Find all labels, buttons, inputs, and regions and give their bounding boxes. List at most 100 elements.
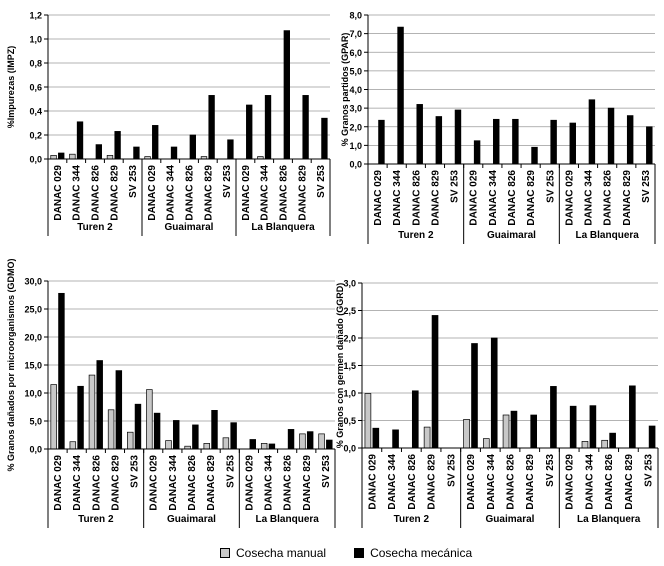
x-tick-label: DANAC 829 (624, 454, 635, 510)
x-tick-label: SV 253 (446, 454, 457, 487)
x-tick-label: DANAC 344 (260, 165, 271, 221)
x-tick-label: DANAC 826 (507, 170, 518, 226)
x-tick-label: DANAC 829 (622, 170, 633, 226)
group-label: Guaimaral (165, 222, 214, 233)
bar-manual (601, 439, 609, 449)
bar-manual (50, 384, 57, 450)
y-tick-label: 1,0 (29, 35, 42, 45)
group-label: Turen 2 (398, 230, 434, 241)
legend: Cosecha manual Cosecha mecánica (220, 544, 500, 562)
bar-manual (318, 433, 325, 450)
bar-manual (127, 431, 134, 450)
bar-mecanica (58, 152, 65, 160)
bar-manual (463, 419, 470, 449)
bar-mecanica (264, 95, 272, 160)
y-tick-label: 1,0 (349, 141, 362, 151)
x-tick-label: DANAC 029 (367, 454, 378, 510)
y-tick-label: 2,5 (343, 306, 356, 316)
y-tick-label: 6,0 (349, 48, 362, 58)
x-tick-label: DANAC 829 (302, 455, 313, 511)
group-label: Guaimaral (167, 514, 216, 525)
x-tick-label: SV 253 (545, 454, 556, 487)
y-tick-label: 1,2 (29, 11, 42, 21)
x-tick-label: DANAC 344 (392, 170, 403, 226)
bar-mecanica (173, 420, 180, 450)
x-tick-label: SV 253 (130, 455, 141, 488)
x-tick-label: DANAC 826 (91, 455, 102, 511)
x-tick-label: DANAC 029 (149, 455, 160, 511)
x-tick-label: DANAC 826 (283, 455, 294, 511)
x-tick-label: DANAC 826 (603, 170, 614, 226)
bar-mecanica (550, 119, 557, 165)
bar-mecanica (629, 385, 636, 449)
bar-manual (222, 437, 230, 450)
bar-mecanica (471, 343, 478, 449)
bar-mecanica (531, 146, 538, 165)
bar-mecanica (77, 385, 84, 450)
bar-mecanica (326, 439, 333, 450)
y-tick-label: 7,0 (349, 29, 362, 39)
group-label: Turen 2 (394, 514, 430, 525)
bar-mecanica (530, 414, 538, 449)
bar-mecanica (115, 370, 123, 450)
x-tick-label: DANAC 344 (387, 454, 398, 510)
bar-mecanica (189, 134, 196, 160)
bar-mecanica (211, 410, 218, 450)
x-tick-label: SV 253 (641, 170, 652, 203)
bar-manual (107, 409, 115, 450)
chart-panel-4: 0,0 0,5 1,0 1,5 2,0 2,5 3,0 DANAC 029 DANAC 344 D… (335, 279, 659, 528)
legend-item-manual: Cosecha manual (220, 546, 326, 560)
group-label: La Blanquera (577, 514, 641, 525)
x-tick-label: DANAC 829 (525, 454, 536, 510)
x-tick-label: DANAC 029 (53, 165, 64, 221)
x-tick-label: DANAC 344 (486, 454, 497, 510)
y-tick-label: 30,0 (24, 277, 42, 287)
bar-mecanica (58, 292, 65, 450)
x-tick-label: DANAC 829 (203, 165, 214, 221)
bar-manual (502, 414, 510, 449)
y-tick-label: 2,0 (349, 122, 362, 132)
bar-mecanica (306, 431, 314, 450)
x-tick-label: DANAC 344 (72, 165, 83, 221)
x-tick-label: DANAC 826 (279, 165, 290, 221)
x-tick-label: DANAC 826 (407, 454, 418, 510)
y-tick-label: 0,5 (343, 416, 356, 426)
bar-mecanica (230, 422, 237, 450)
bar-manual (106, 155, 114, 160)
bar-mecanica (392, 429, 399, 449)
x-tick-label: DANAC 344 (584, 170, 595, 226)
bar-mecanica (96, 360, 103, 450)
bar-mecanica (648, 425, 656, 449)
x-tick-label: DANAC 826 (185, 165, 196, 221)
bar-manual (88, 374, 96, 450)
y-tick-label: 3,0 (349, 104, 362, 114)
chart-panel-3: 0,0 5,0 10,0 15,0 20,0 25,0 30,0 DANAC 029 DANAC… (6, 258, 336, 528)
x-tick-label: SV 253 (321, 455, 332, 488)
group-label: Turen 2 (78, 514, 114, 525)
bar-mecanica (626, 115, 634, 165)
y-tick-label: 0,0 (343, 444, 356, 454)
x-tick-label: DANAC 829 (109, 165, 120, 221)
x-tick-label: DANAC 344 (488, 170, 499, 226)
bar-mecanica (372, 427, 380, 449)
bar-mecanica (114, 131, 121, 160)
y-tick-label: 4,0 (349, 85, 362, 95)
bar-mecanica (607, 107, 615, 165)
bar-mecanica (431, 315, 439, 449)
bar-mecanica (473, 140, 481, 165)
bar-mecanica (512, 118, 519, 165)
group-label: Turen 2 (77, 222, 113, 233)
x-tick-label: DANAC 826 (187, 455, 198, 511)
bar-mecanica (76, 121, 84, 160)
bar-mecanica (246, 104, 253, 160)
y-tick-label: 5,0 (29, 417, 42, 427)
bar-mecanica (569, 405, 577, 449)
y-tick-label: 20,0 (24, 333, 42, 343)
bar-manual (423, 426, 431, 449)
y-axis-label: % Granos partidos (GPAR) (340, 33, 350, 147)
x-tick-label: DANAC 029 (565, 454, 576, 510)
bar-mecanica (249, 439, 256, 450)
group-label: La Blanquera (251, 222, 315, 233)
x-tick-label: DANAC 344 (72, 455, 83, 511)
group-label: Guaimaral (487, 230, 536, 241)
